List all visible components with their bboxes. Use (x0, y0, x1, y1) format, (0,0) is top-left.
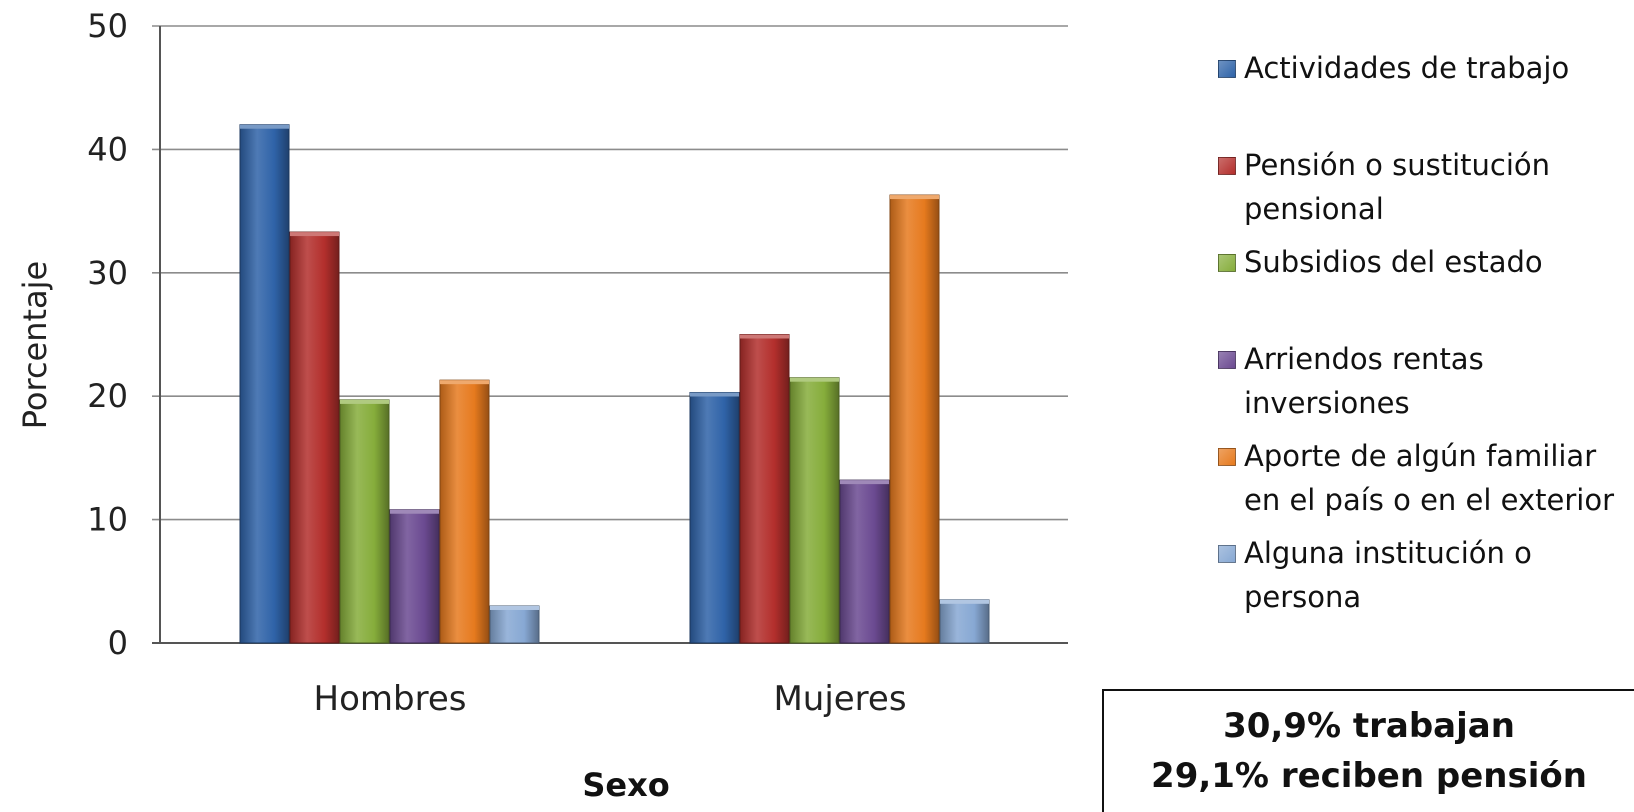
bars (239, 124, 990, 644)
legend-label: Arriendos rentas inversiones (1244, 337, 1484, 425)
y-tick-label: 30 (87, 254, 128, 292)
legend-item: Actividades de trabajo (1218, 46, 1569, 90)
legend-swatch (1218, 448, 1236, 466)
bar-top-highlight (790, 377, 839, 382)
summary-note-box: 30,9% trabajan 29,1% reciben pensión (1102, 689, 1634, 812)
legend-label-line: Subsidios del estado (1244, 245, 1543, 279)
legend-item: Subsidios del estado (1218, 240, 1543, 284)
bar-top-highlight (690, 392, 739, 397)
bar-mujeres-4 (889, 194, 940, 644)
y-tick-label: 20 (87, 377, 128, 415)
summary-note-line-2: 29,1% reciben pensión (1151, 756, 1587, 796)
legend-label-line: Aporte de algún familiar (1244, 439, 1597, 473)
legend-swatch (1218, 545, 1236, 563)
bar-top-highlight (440, 380, 489, 385)
legend-item: Aporte de algún familiar en el país o en … (1218, 434, 1614, 522)
legend-label: Aporte de algún familiar en el país o en … (1244, 434, 1614, 522)
legend-item: Pensión o sustitución pensional (1218, 143, 1550, 231)
legend-label: Alguna institución o persona (1244, 531, 1532, 619)
bar-top-highlight (340, 399, 389, 404)
legend-label: Subsidios del estado (1244, 240, 1543, 284)
bar-mujeres-0 (689, 391, 740, 644)
bar-top-highlight (290, 232, 339, 237)
y-tick-label: 40 (87, 130, 128, 168)
bar-chart: 0 10 20 30 40 50 Hombres Mujeres Sexo Porcenta… (16, 7, 1068, 804)
legend-label-line: Arriendos rentas (1244, 342, 1484, 376)
bar-top-highlight (390, 509, 439, 514)
summary-note-line-1: 30,9% trabajan (1223, 706, 1515, 746)
bar-mujeres-2 (789, 377, 840, 644)
bar-hombres-3 (389, 509, 440, 644)
legend-label: Pensión o sustitución pensional (1244, 143, 1550, 231)
legend-label-line: Pensión o sustitución (1244, 148, 1551, 182)
legend-label: Actividades de trabajo (1244, 46, 1569, 90)
y-tick-label: 50 (87, 7, 128, 45)
x-axis-title: Sexo (582, 766, 669, 804)
bar-hombres-1 (289, 231, 340, 644)
legend-label-line: en el país o en el exterior (1244, 483, 1614, 517)
bar-mujeres-1 (739, 334, 790, 644)
y-tick-label: 10 (87, 501, 128, 539)
legend-item: Arriendos rentas inversiones (1218, 337, 1484, 425)
bar-top-highlight (240, 124, 289, 129)
y-axis-ticks: 0 10 20 30 40 50 (87, 7, 128, 662)
legend-swatch (1218, 60, 1236, 78)
y-axis-title: Porcentaje (16, 261, 54, 429)
bar-top-highlight (740, 334, 789, 339)
bar-top-highlight (890, 195, 939, 200)
bar-mujeres-3 (839, 479, 890, 644)
legend-item: Alguna institución o persona (1218, 531, 1532, 619)
x-category-label: Hombres (314, 679, 467, 719)
legend-label-line: inversiones (1244, 386, 1410, 420)
x-category-label: Mujeres (773, 679, 906, 719)
bar-mujeres-5 (939, 599, 990, 644)
bar-top-highlight (940, 599, 989, 604)
bar-hombres-2 (339, 399, 390, 644)
legend-swatch (1218, 157, 1236, 175)
x-axis-categories: Hombres Mujeres (314, 679, 907, 719)
bar-hombres-4 (439, 379, 490, 644)
legend-label-line: Alguna institución o (1244, 536, 1532, 570)
legend-label-line: pensional (1244, 192, 1384, 226)
bar-top-highlight (490, 605, 539, 610)
y-tick-label: 0 (108, 624, 128, 662)
bar-hombres-5 (489, 605, 540, 644)
legend-label-line: Actividades de trabajo (1244, 51, 1570, 85)
bar-top-highlight (840, 480, 889, 485)
bar-hombres-0 (239, 124, 290, 644)
legend-swatch (1218, 254, 1236, 272)
legend-swatch (1218, 351, 1236, 369)
legend-label-line: persona (1244, 580, 1362, 614)
